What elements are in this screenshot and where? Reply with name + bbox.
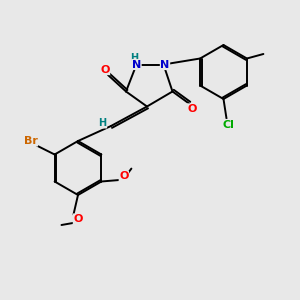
- Text: N: N: [160, 59, 169, 70]
- Text: O: O: [187, 104, 197, 114]
- Text: Cl: Cl: [222, 119, 234, 130]
- Text: O: O: [119, 171, 129, 182]
- Text: H: H: [98, 118, 107, 128]
- Text: O: O: [73, 214, 83, 224]
- Text: Br: Br: [24, 136, 38, 146]
- Text: O: O: [100, 64, 110, 75]
- Text: H: H: [130, 53, 138, 63]
- Text: N: N: [132, 59, 141, 70]
